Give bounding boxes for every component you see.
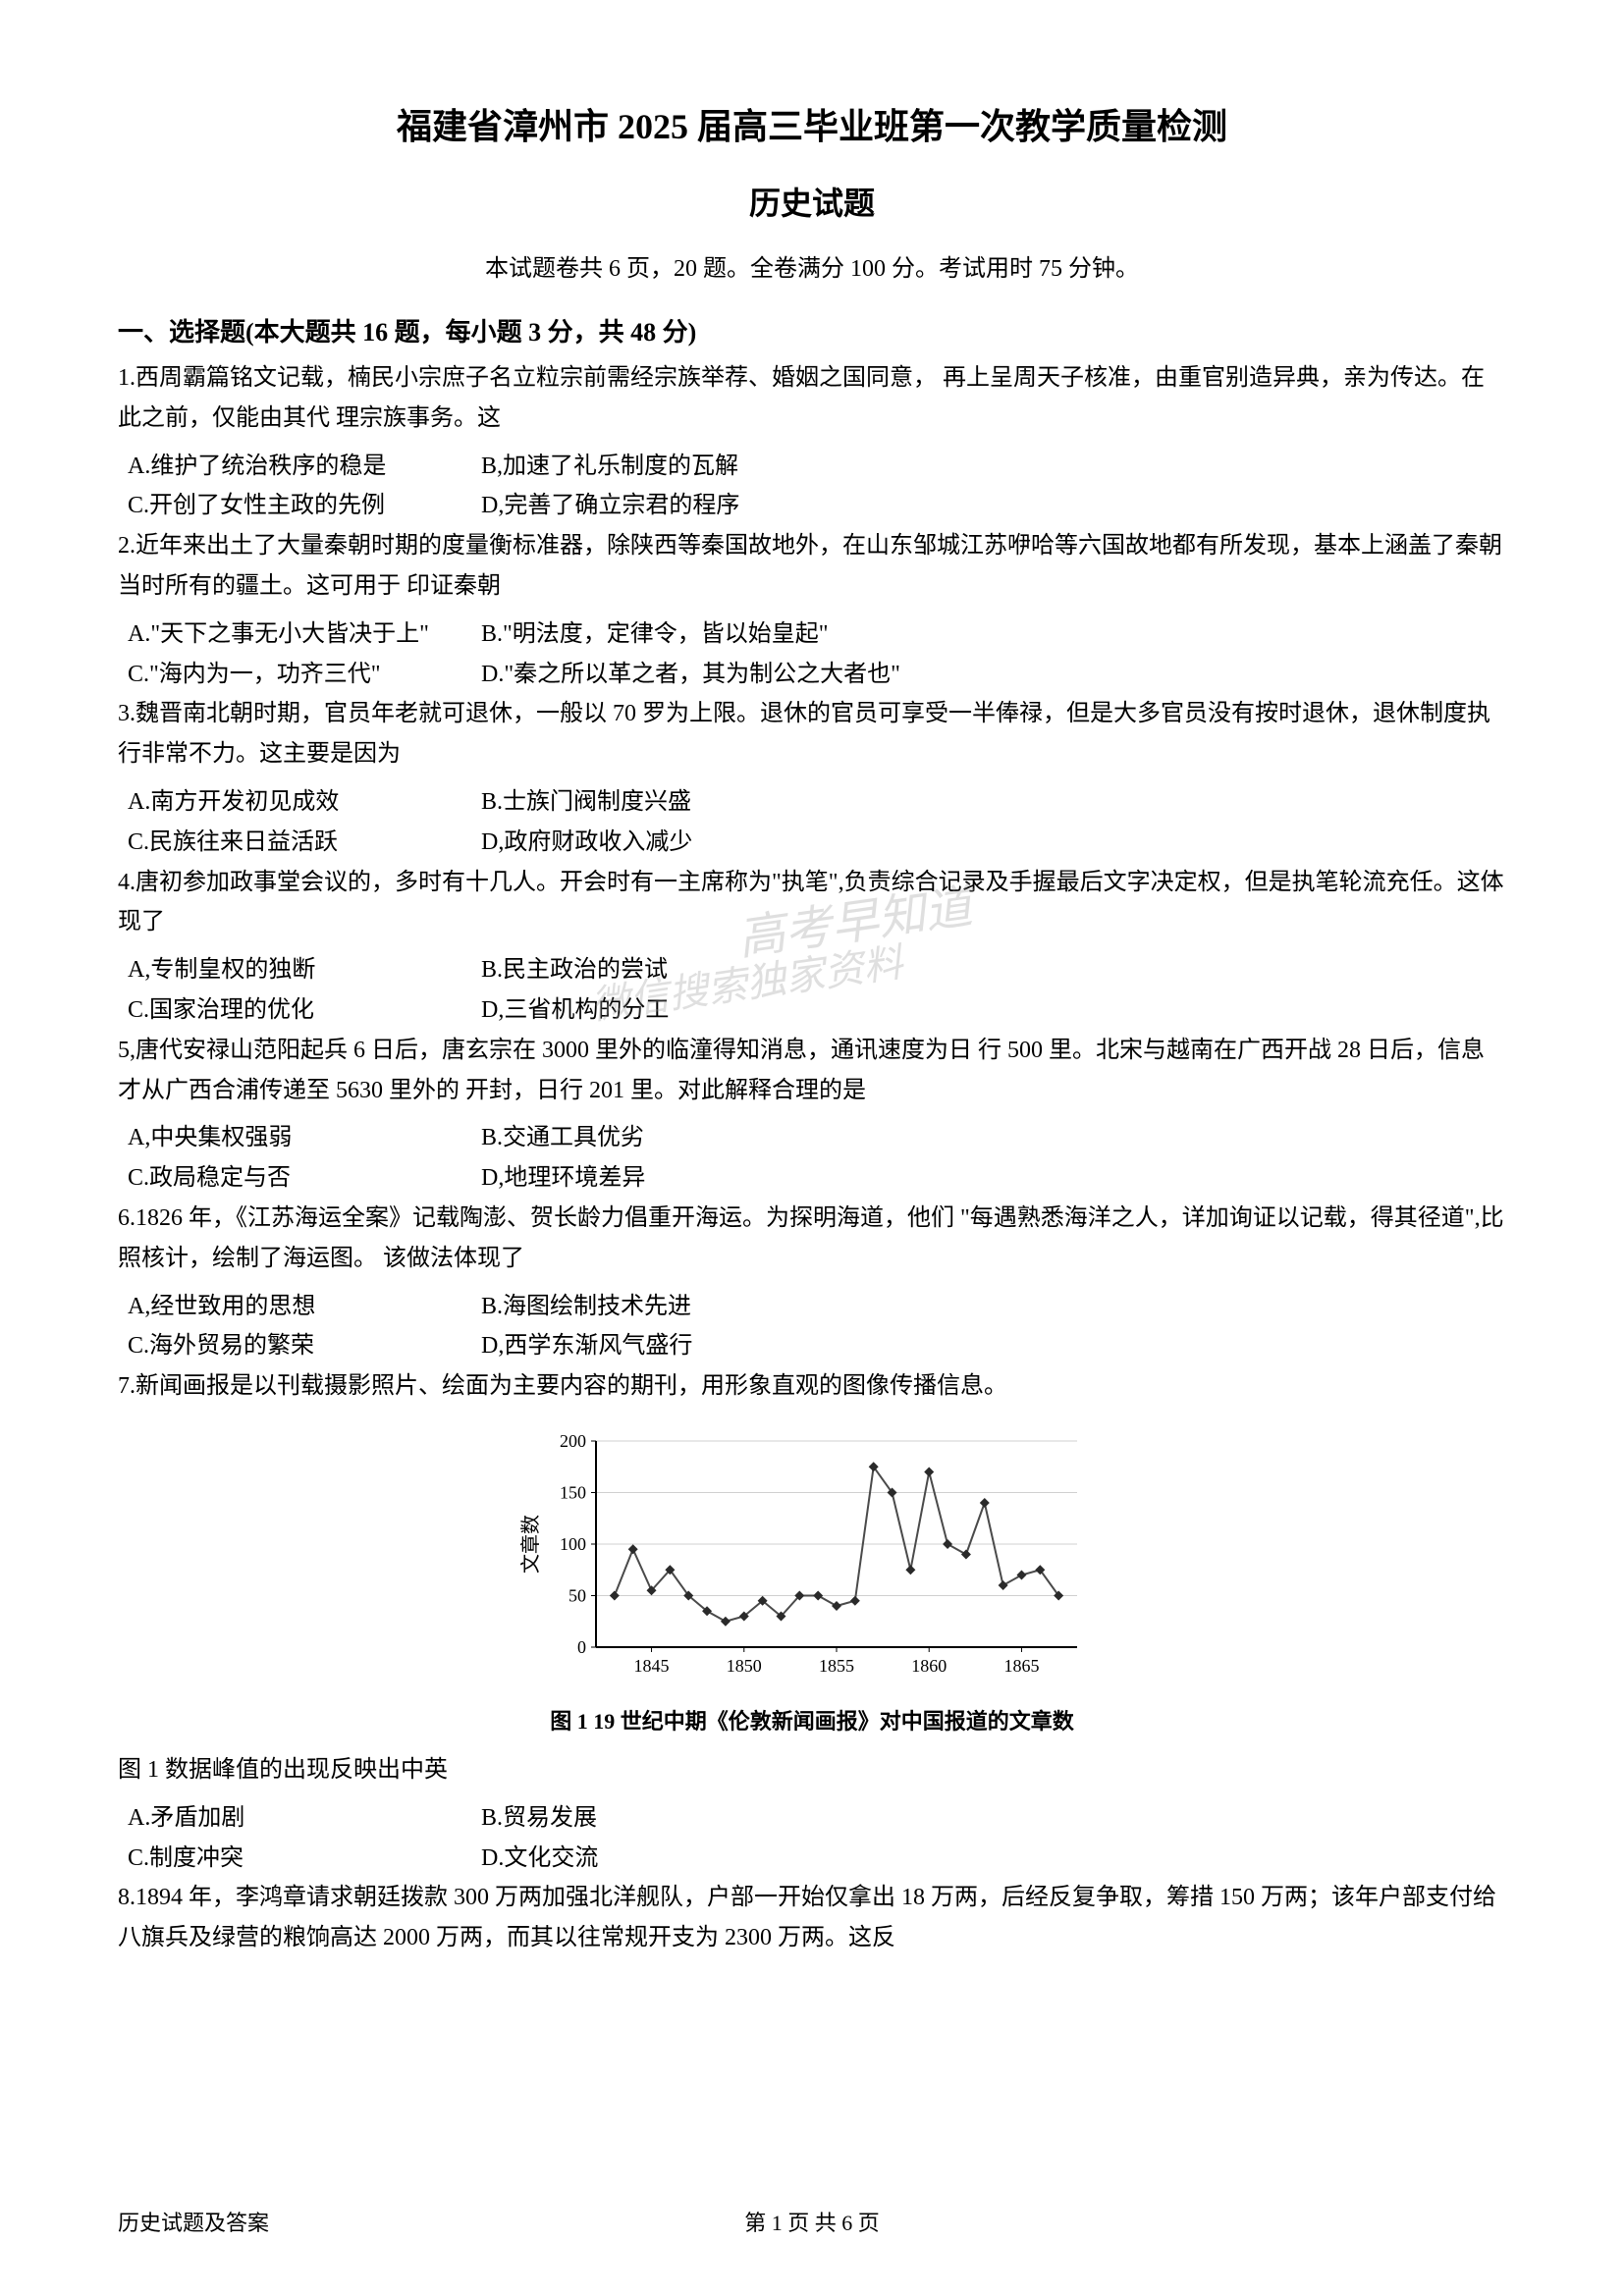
- option: A,中央集权强弱: [128, 1118, 481, 1158]
- question-7: 7.新闻画报是以刊载摄影照片、绘面为主要内容的期刊，用形象直观的图像传播信息。: [118, 1366, 1506, 1407]
- svg-text:200: 200: [560, 1431, 586, 1451]
- option: D,地理环境差异: [481, 1158, 835, 1199]
- option: D.文化交流: [481, 1839, 835, 1879]
- option: D,西学东渐风气盛行: [481, 1326, 835, 1366]
- option: D."秦之所以革之者，其为制公之大者也": [481, 655, 900, 695]
- questions-container: 1.西周霸篇铭文记载，楠民小宗庶子名立粒宗前需经宗族举荐、婚姻之国同意， 再上呈…: [118, 358, 1506, 1407]
- chart-figure: 0 50 100 150 200 1845 1850 1855 1860 1865 文章数: [517, 1421, 1107, 1696]
- sub-title: 历史试题: [118, 179, 1506, 224]
- q7-options: A.矛盾加剧B.贸易发展C.制度冲突D.文化交流: [118, 1798, 1506, 1879]
- options-row: C.国家治理的优化D,三省机构的分工: [128, 990, 1506, 1031]
- option: C.制度冲突: [128, 1839, 481, 1879]
- options-row: A.维护了统治秩序的稳是B,加速了礼乐制度的瓦解: [128, 447, 1506, 487]
- svg-text:1855: 1855: [819, 1656, 854, 1676]
- svg-text:150: 150: [560, 1482, 586, 1502]
- option: A,专制皇权的独断: [128, 950, 481, 990]
- option: A.矛盾加剧: [128, 1798, 481, 1839]
- options-row: C."海内为一，功齐三代"D."秦之所以革之者，其为制公之大者也": [128, 655, 1506, 695]
- options-row: A."天下之事无小大皆决于上"B."明法度，定律令，皆以始皇起": [128, 614, 1506, 655]
- svg-text:50: 50: [568, 1585, 586, 1605]
- options-row: A,专制皇权的独断B.民主政治的尝试: [128, 950, 1506, 990]
- option: A,经世致用的思想: [128, 1287, 481, 1327]
- svg-text:1860: 1860: [911, 1656, 947, 1676]
- option: C.开创了女性主政的先例: [128, 486, 481, 526]
- options-row: A.南方开发初见成效B.士族门阀制度兴盛: [128, 782, 1506, 823]
- option: C."海内为一，功齐三代": [128, 655, 481, 695]
- post-chart-text: 图 1 数据峰值的出现反映出中英: [118, 1750, 1506, 1790]
- option: B,加速了礼乐制度的瓦解: [481, 447, 835, 487]
- options-row: C.海外贸易的繁荣D,西学东渐风气盛行: [128, 1326, 1506, 1366]
- footer-left: 历史试题及答案: [118, 2206, 269, 2237]
- option: B.士族门阀制度兴盛: [481, 782, 835, 823]
- option: B.贸易发展: [481, 1798, 835, 1839]
- footer-center: 第 1 页 共 6 页: [744, 2206, 880, 2237]
- option: B."明法度，定律令，皆以始皇起": [481, 614, 835, 655]
- options-row: A,中央集权强弱B.交通工具优劣: [128, 1118, 1506, 1158]
- svg-text:文章数: 文章数: [519, 1515, 542, 1574]
- question-3: 3.魏晋南北朝时期，官员年老就可退休，一般以 70 罗为上限。退休的官员可享受一…: [118, 694, 1506, 774]
- question-2: 2.近年来出土了大量秦朝时期的度量衡标准器，除陕西等秦国故地外，在山东邹城江苏咿…: [118, 526, 1506, 607]
- option: D,完善了确立宗君的程序: [481, 486, 835, 526]
- svg-text:1850: 1850: [727, 1656, 762, 1676]
- option: A."天下之事无小大皆决于上": [128, 614, 481, 655]
- main-title: 福建省漳州市 2025 届高三毕业班第一次教学质量检测: [118, 98, 1506, 149]
- exam-info: 本试题卷共 6 页，20 题。全卷满分 100 分。考试用时 75 分钟。: [118, 248, 1506, 283]
- option: D,政府财政收入减少: [481, 823, 835, 863]
- option: B.交通工具优劣: [481, 1118, 835, 1158]
- option: B.海图绘制技术先进: [481, 1287, 835, 1327]
- options-row: C.开创了女性主政的先例D,完善了确立宗君的程序: [128, 486, 1506, 526]
- chart-caption: 图 1 19 世纪中期《伦敦新闻画报》对中国报道的文章数: [517, 1704, 1107, 1735]
- options-row: A.矛盾加剧B.贸易发展: [128, 1798, 1506, 1839]
- svg-text:1865: 1865: [1003, 1656, 1039, 1676]
- option: C.民族往来日益活跃: [128, 823, 481, 863]
- options-row: C.民族往来日益活跃D,政府财政收入减少: [128, 823, 1506, 863]
- question-5: 5,唐代安禄山范阳起兵 6 日后，唐玄宗在 3000 里外的临潼得知消息，通讯速…: [118, 1031, 1506, 1111]
- options-row: A,经世致用的思想B.海图绘制技术先进: [128, 1287, 1506, 1327]
- option: B.民主政治的尝试: [481, 950, 835, 990]
- options-row: C.政局稳定与否D,地理环境差异: [128, 1158, 1506, 1199]
- question-1: 1.西周霸篇铭文记载，楠民小宗庶子名立粒宗前需经宗族举荐、婚姻之国同意， 再上呈…: [118, 358, 1506, 439]
- q8-text: 8.1894 年，李鸿章请求朝廷拨款 300 万两加强北洋舰队，户部一开始仅拿出…: [118, 1878, 1506, 1958]
- question-4: 4.唐初参加政事堂会议的，多时有十几人。开会时有一主席称为"执笔",负责综合记录…: [118, 863, 1506, 943]
- option: A.南方开发初见成效: [128, 782, 481, 823]
- option: C.国家治理的优化: [128, 990, 481, 1031]
- option: C.政局稳定与否: [128, 1158, 481, 1199]
- option: C.海外贸易的繁荣: [128, 1326, 481, 1366]
- section-heading: 一、选择题(本大题共 16 题，每小题 3 分，共 48 分): [118, 312, 1506, 348]
- question-6: 6.1826 年，《江苏海运全案》记载陶澎、贺长龄力倡重开海运。为探明海道，他们…: [118, 1199, 1506, 1279]
- svg-text:100: 100: [560, 1534, 586, 1554]
- option: D,三省机构的分工: [481, 990, 835, 1031]
- svg-text:1845: 1845: [634, 1656, 670, 1676]
- options-row: C.制度冲突D.文化交流: [128, 1839, 1506, 1879]
- option: A.维护了统治秩序的稳是: [128, 447, 481, 487]
- chart-container: 0 50 100 150 200 1845 1850 1855 1860 1865 文章数 图 1 …: [118, 1421, 1506, 1735]
- svg-text:0: 0: [577, 1637, 586, 1657]
- page-footer: 历史试题及答案 第 1 页 共 6 页: [118, 2206, 1506, 2237]
